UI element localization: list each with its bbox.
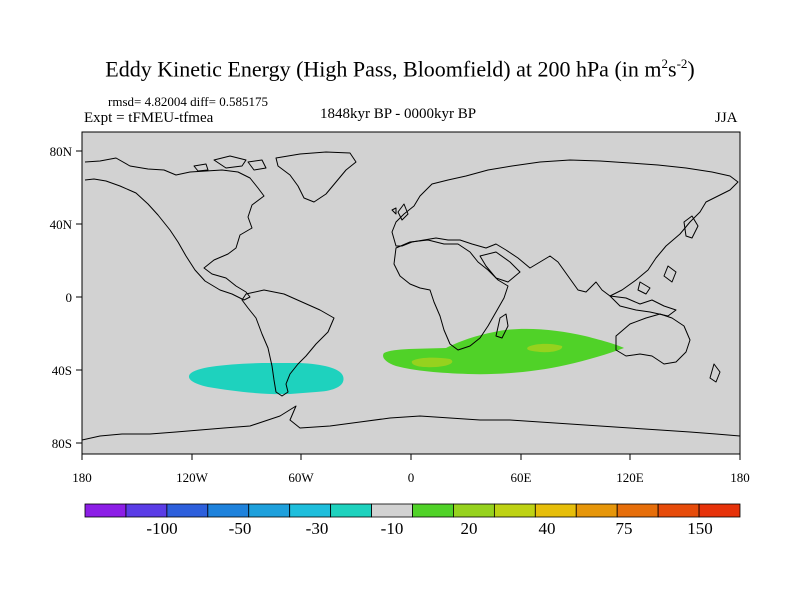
figure-title: Eddy Kinetic Energy (High Pass, Bloomfie… xyxy=(105,56,695,82)
colorbar-label: 150 xyxy=(687,519,713,538)
colorbar xyxy=(84,503,741,518)
colorbar-label: 20 xyxy=(460,519,478,538)
colorbar-label: -10 xyxy=(380,519,404,538)
coastline-new-zealand xyxy=(709,363,721,383)
x-tick-label: 60W xyxy=(288,470,314,485)
coastline-madagascar xyxy=(495,313,509,339)
map-background xyxy=(82,132,740,454)
y-tick-label: 80S xyxy=(52,436,72,451)
colorbar-swatch xyxy=(493,503,536,518)
colorbar-label: -30 xyxy=(305,519,329,538)
y-tick-label: 40S xyxy=(52,363,72,378)
x-tick-label: 60E xyxy=(511,470,532,485)
colorbar-swatch xyxy=(616,503,659,518)
x-tick-label: 180 xyxy=(730,470,750,485)
y-tick-label: 80N xyxy=(50,144,73,159)
x-tick-label: 120E xyxy=(616,470,644,485)
coastline-australia xyxy=(615,313,691,365)
coastline-north-america xyxy=(84,157,265,301)
anomaly-south-atlantic-pacific xyxy=(188,363,344,395)
x-tick-label: 120W xyxy=(176,470,209,485)
coastline-arabia xyxy=(479,251,521,283)
colorbar-swatch xyxy=(657,503,700,518)
coastline-southeast-asia-islands xyxy=(609,265,677,317)
colorbar-label: 75 xyxy=(615,519,633,538)
colorbar-label: -100 xyxy=(146,519,178,538)
colorbar-label: 40 xyxy=(538,519,556,538)
y-tick-label: 0 xyxy=(66,290,73,305)
colorbar-swatch xyxy=(575,503,618,518)
x-tick-label: 0 xyxy=(408,470,415,485)
season-label: JJA xyxy=(715,110,738,126)
anomaly-indian-ocean-core xyxy=(411,343,563,368)
colorbar-swatch xyxy=(412,503,454,518)
stats-label: rmsd= 4.82004 diff= 0.585175 xyxy=(108,94,268,109)
coastline-africa xyxy=(393,239,509,351)
period-label: 1848kyr BP - 0000kyr BP xyxy=(320,106,477,122)
colorbar-swatch xyxy=(125,503,168,518)
coastline-british-isles xyxy=(391,203,409,221)
coastline-south-america xyxy=(241,289,335,397)
colorbar-label: -50 xyxy=(228,519,252,538)
coastline-japan xyxy=(683,215,699,239)
experiment-label: Expt = tFMEU-tfmea xyxy=(84,110,214,126)
colorbar-swatch xyxy=(207,503,250,518)
colorbar-swatch xyxy=(289,503,332,518)
colorbar-swatch xyxy=(698,503,741,518)
y-tick-label: 40N xyxy=(50,217,73,232)
colorbar-swatch xyxy=(534,503,577,518)
colorbar-swatch xyxy=(248,503,291,518)
coastline-greenland xyxy=(275,151,357,203)
colorbar-swatch xyxy=(371,503,413,518)
coastline-europe-asia xyxy=(391,159,739,297)
colorbar-swatch xyxy=(453,503,495,518)
coastline-antarctica xyxy=(82,405,740,441)
colorbar-swatch xyxy=(330,503,372,518)
colorbar-swatch xyxy=(166,503,209,518)
colorbar-swatch xyxy=(84,503,127,518)
x-tick-label: 180 xyxy=(72,470,92,485)
coastline-arctic-islands xyxy=(193,155,267,172)
